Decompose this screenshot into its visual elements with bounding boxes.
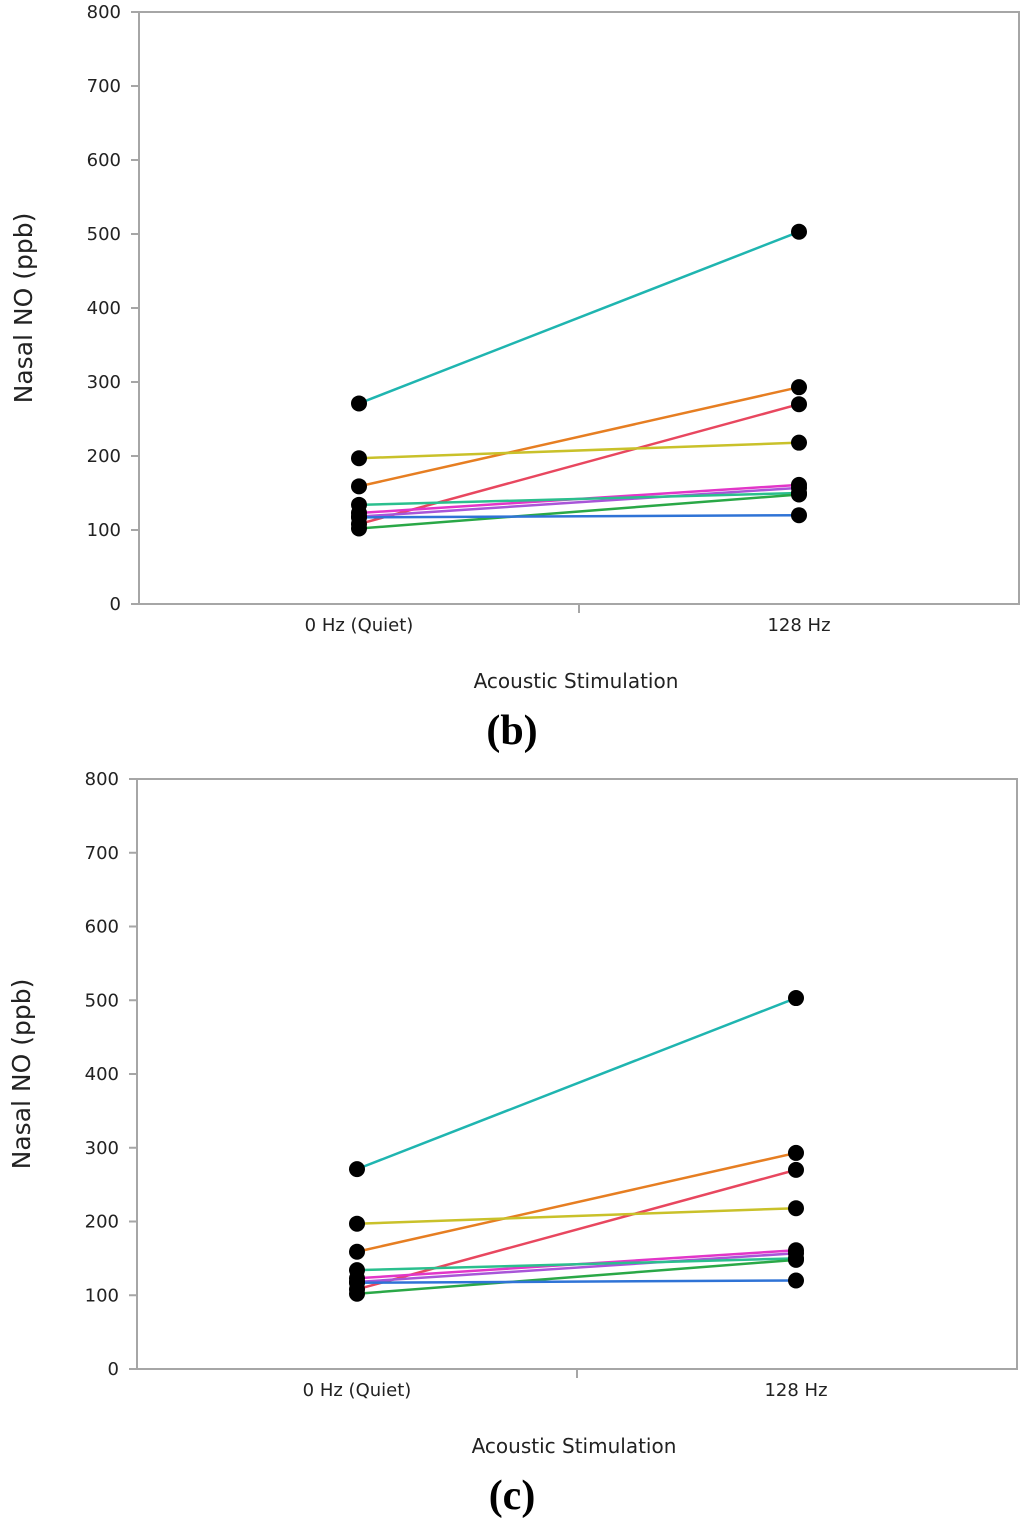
y-tick-label: 700 xyxy=(85,843,119,864)
y-tick-label: 200 xyxy=(87,446,121,467)
y-tick-label: 100 xyxy=(85,1285,119,1306)
y-tick-label: 300 xyxy=(87,372,121,393)
data-point-orange xyxy=(351,478,367,495)
data-point-yellow xyxy=(788,1200,804,1217)
y-axis-title: Nasal NO (ppb) xyxy=(9,213,38,404)
x-tick-label: 128 Hz xyxy=(767,615,830,636)
chart-panel-b: 0 100 200 300 400 500 600 700 800 0 Hz (Quiet) 128… xyxy=(9,2,1020,754)
series-line-teal xyxy=(356,996,797,1171)
chart-panel-c: 0 100 200 300 400 500 600 700 800 0 Hz (Quiet) 128… xyxy=(7,769,1018,1519)
data-point-green xyxy=(351,520,367,537)
y-tick-label: 400 xyxy=(87,298,121,319)
series-line-yellow xyxy=(358,441,800,460)
data-point-teal xyxy=(349,1161,365,1178)
data-point-teal xyxy=(351,395,367,412)
y-tick-label: 300 xyxy=(85,1138,119,1159)
y-tick-label: 100 xyxy=(87,520,121,541)
y-tick-label: 800 xyxy=(87,2,121,23)
data-point-green xyxy=(349,1285,365,1302)
series-line-sea-green xyxy=(356,1257,797,1272)
data-point-teal xyxy=(788,990,804,1007)
y-axis-title: Nasal NO (ppb) xyxy=(7,979,36,1170)
data-point-red xyxy=(791,396,807,413)
data-point-yellow xyxy=(349,1215,365,1232)
data-point-blue xyxy=(791,507,807,524)
data-point-green xyxy=(788,1251,804,1268)
y-tick-label: 700 xyxy=(87,76,121,97)
data-point-green xyxy=(791,486,807,503)
y-tick-label: 0 xyxy=(110,594,121,615)
data-point-orange xyxy=(791,379,807,396)
y-tick-label: 0 xyxy=(108,1359,119,1380)
data-point-sea-green xyxy=(351,496,367,513)
data-point-teal xyxy=(791,223,807,240)
x-axis-title: Acoustic Stimulation xyxy=(472,1434,677,1458)
data-point-blue xyxy=(351,509,367,526)
y-tick-label: 400 xyxy=(85,1064,119,1085)
series-line-red xyxy=(356,1168,797,1291)
y-tick-label: 500 xyxy=(85,990,119,1011)
series-line-orange xyxy=(356,1151,797,1253)
data-point-orange xyxy=(788,1144,804,1161)
y-tick-label: 800 xyxy=(85,769,119,790)
series-line-purple xyxy=(356,1251,797,1284)
data-point-red xyxy=(788,1161,804,1178)
data-point-orange xyxy=(349,1243,365,1260)
x-tick-label: 0 Hz (Quiet) xyxy=(305,615,414,636)
data-point-blue xyxy=(349,1274,365,1291)
series-line-purple xyxy=(358,486,800,518)
series-line-teal xyxy=(358,230,800,405)
panel-label: (c) xyxy=(489,1473,536,1519)
data-point-sea-green xyxy=(349,1262,365,1279)
data-point-blue xyxy=(788,1272,804,1289)
y-tick-label: 200 xyxy=(85,1212,119,1233)
series-line-blue xyxy=(356,1279,797,1284)
y-tick-label: 600 xyxy=(85,917,119,938)
series-line-sea-green xyxy=(358,491,800,507)
x-tick-label: 128 Hz xyxy=(764,1380,827,1401)
x-tick-label: 0 Hz (Quiet) xyxy=(303,1380,412,1401)
series-line-yellow xyxy=(356,1206,797,1225)
series-line-blue xyxy=(358,513,800,519)
y-tick-label: 600 xyxy=(87,150,121,171)
x-axis-title: Acoustic Stimulation xyxy=(474,669,679,693)
series-line-green xyxy=(358,493,800,530)
series-line-green xyxy=(356,1258,797,1296)
data-point-yellow xyxy=(351,450,367,467)
series-line-red xyxy=(358,402,800,526)
y-tick-label: 500 xyxy=(87,224,121,245)
data-point-yellow xyxy=(791,434,807,451)
series-line-orange xyxy=(358,385,800,488)
panel-label: (b) xyxy=(486,708,537,754)
